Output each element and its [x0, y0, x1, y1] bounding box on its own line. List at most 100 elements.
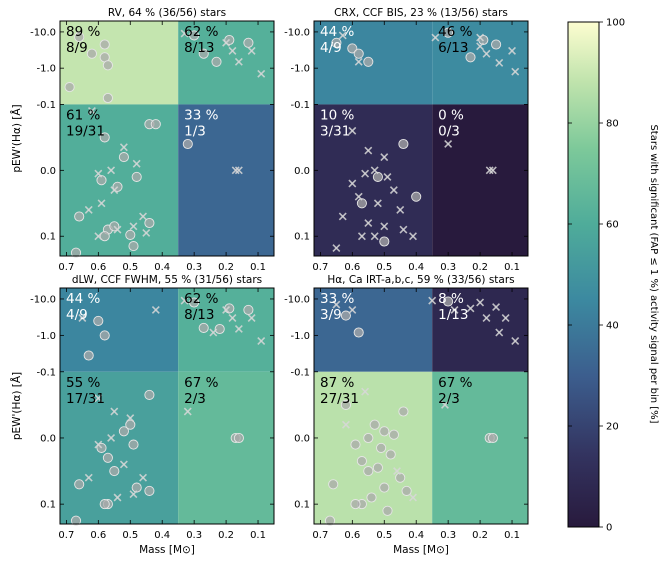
x-tick-label: 0.1 [250, 262, 266, 273]
y-tick-label: 0.1 [294, 232, 310, 243]
x-tick-label: 0.6 [344, 262, 360, 273]
star-marker-circle [356, 198, 367, 209]
y-tick-label: -1.0 [290, 331, 310, 342]
quadrant-percent: 67 % [184, 375, 218, 391]
colorbar-tick-label: 40 [606, 321, 619, 332]
x-tick-label: 0.3 [186, 530, 202, 541]
star-marker-circle [385, 449, 396, 460]
star-marker-circle [443, 296, 454, 307]
star-marker-circle [118, 426, 129, 437]
star-marker-circle [379, 236, 390, 247]
x-tick-label: 0.2 [218, 530, 234, 541]
star-marker-cross [222, 38, 231, 47]
star-marker-circle [211, 56, 222, 67]
star-marker-circle [102, 452, 113, 463]
star-marker-cross [383, 172, 392, 181]
quadrant-percent: 44 % [66, 291, 100, 307]
quadrant-percent: 33 % [320, 291, 354, 307]
star-marker-circle [340, 310, 351, 321]
star-marker-cross [332, 300, 341, 309]
x-tick-label: 0.4 [154, 262, 170, 273]
x-tick-label: 0.3 [186, 262, 202, 273]
x-tick-label: 0.2 [472, 262, 488, 273]
star-marker-cross [87, 107, 96, 115]
star-marker-cross [361, 387, 370, 396]
colorbar: 0 20 40 60 80 100 Stars with significant (FAP… [567, 18, 659, 534]
star-marker-cross [482, 314, 491, 322]
star-marker-circle [99, 39, 110, 50]
quadrant-percent: 87 % [320, 375, 354, 391]
quadrant-percent: 62 % [184, 291, 218, 307]
quadrant-fraction: 3/31 [320, 123, 350, 139]
y-tick-label: -10.0 [284, 294, 310, 305]
star-marker-cross [139, 212, 148, 221]
star-marker-circle [86, 48, 97, 59]
star-marker-cross [132, 159, 141, 168]
y-axis-label: pEW'(Hα) [Å] [10, 372, 23, 440]
star-marker-circle [401, 485, 412, 496]
star-marker-circle [74, 479, 85, 490]
star-marker-cross [485, 166, 494, 175]
panel-2: 44 %4/9 46 %6/13 10 %3/31 0 %0/3 CRX, CCF BI… [284, 7, 529, 273]
star-marker-cross [409, 493, 417, 502]
star-marker-circle [382, 505, 393, 516]
x-tick-label: 0.1 [504, 530, 520, 541]
quadrant-percent: 8 % [438, 291, 464, 307]
star-marker-cross [348, 179, 357, 188]
star-marker-cross [466, 304, 475, 313]
quadrant-percent: 33 % [184, 107, 218, 123]
star-marker-cross [94, 440, 103, 449]
star-marker-circle [74, 32, 85, 43]
y-tick-label: -1.0 [36, 331, 56, 342]
colorbar-tick-label: 0 [606, 523, 612, 534]
y-tick-label: 0.1 [40, 500, 56, 511]
x-tick-label: 0.6 [344, 530, 360, 541]
quadrant-fraction: 8/13 [184, 307, 214, 323]
quadrant-bottom-right [432, 371, 528, 524]
star-marker-circle [347, 43, 358, 54]
quadrant-fraction: 1/13 [438, 307, 468, 323]
star-marker-cross [228, 46, 237, 55]
star-marker-cross [151, 305, 160, 314]
panel-4: 33 %3/9 8 %1/13 87 %27/31 67 %2/3 Hα, Ca IRT… [284, 274, 529, 556]
quadrant-percent: 89 % [66, 24, 100, 40]
colorbar-tick-label: 80 [606, 119, 619, 130]
star-marker-circle [363, 466, 374, 477]
star-marker-cross [119, 460, 128, 469]
star-marker-cross [476, 42, 485, 51]
y-tick-label: 0.0 [294, 166, 310, 177]
quadrant-percent: 0 % [438, 107, 464, 123]
star-marker-circle [376, 442, 387, 453]
star-marker-circle [214, 323, 225, 335]
star-marker-cross [228, 314, 237, 322]
quadrant-percent: 62 % [184, 24, 218, 40]
quadrant-fraction: 0/3 [438, 123, 460, 139]
star-marker-cross [393, 467, 402, 476]
quadrant-fraction: 27/31 [320, 391, 359, 407]
star-marker-circle [198, 48, 209, 59]
star-marker-cross [354, 57, 363, 66]
y-tick-label: -10.0 [30, 294, 56, 305]
x-tick-label: 0.4 [154, 530, 170, 541]
star-marker-cross [380, 153, 389, 162]
star-marker-cross [348, 305, 357, 314]
star-marker-cross [428, 296, 437, 305]
y-tick-label: 0.0 [294, 433, 310, 444]
y-tick-label: -10.0 [30, 27, 56, 38]
star-marker-cross [110, 186, 119, 195]
star-marker-circle [70, 515, 82, 526]
star-marker-circle [372, 171, 383, 182]
star-marker-circle [340, 399, 351, 410]
x-tick-label: 0.6 [90, 530, 106, 541]
star-marker-cross [338, 212, 347, 221]
star-marker-circle [125, 229, 136, 240]
colorbar-tick-label: 20 [606, 422, 619, 433]
star-marker-cross [231, 166, 240, 175]
panel-1: 89 %8/9 62 %8/13 61 %19/31 33 %1/3 RV, 64 % … [10, 7, 275, 273]
quadrant-bottom-left [314, 104, 433, 256]
star-marker-circle [372, 462, 383, 473]
star-marker-cross [332, 244, 341, 253]
x-tick-label: 0.7 [58, 530, 74, 541]
panel-frame [313, 287, 529, 525]
